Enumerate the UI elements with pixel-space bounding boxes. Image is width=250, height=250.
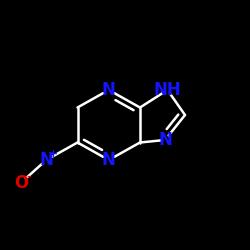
Text: +: + (49, 149, 58, 159)
Text: -: - (26, 171, 31, 181)
Text: NH: NH (154, 81, 182, 99)
Text: N: N (39, 151, 53, 169)
Text: N: N (102, 81, 116, 99)
Text: N: N (102, 151, 116, 169)
Text: N: N (158, 131, 172, 149)
Text: O: O (14, 174, 28, 192)
